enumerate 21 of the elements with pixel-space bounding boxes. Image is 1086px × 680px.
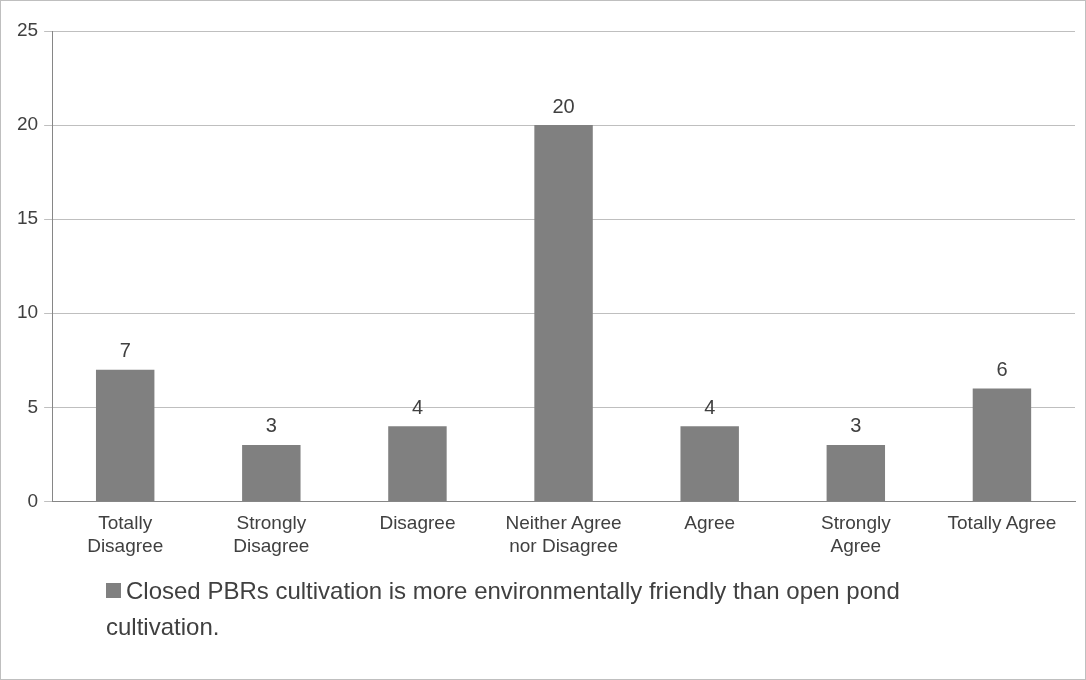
data-label: 4 bbox=[411, 395, 424, 418]
y-tick-label: 25 bbox=[16, 19, 39, 41]
y-tick-label: 10 bbox=[16, 301, 39, 323]
y-tick-label: 0 bbox=[27, 489, 39, 511]
data-label: 7 bbox=[119, 339, 131, 362]
x-tick-label: Totally Disagree bbox=[87, 512, 164, 556]
data-label: 4 bbox=[704, 395, 716, 418]
x-tick-label: Totally Agree bbox=[947, 512, 1057, 534]
x-tick-label: Disagree bbox=[379, 512, 456, 534]
data-label: 6 bbox=[996, 358, 1008, 381]
legend-label: Closed PBRs cultivation is more environmentally friendly than open pond cultivation. bbox=[106, 576, 901, 642]
y-tick-label: 15 bbox=[16, 207, 39, 229]
x-tick-label: Strongly Agree bbox=[820, 512, 892, 556]
x-tick-label: Strongly Disagree bbox=[233, 512, 310, 556]
data-label: 3 bbox=[850, 414, 862, 437]
data-label: 20 bbox=[552, 94, 575, 117]
x-tick-label: Agree bbox=[684, 512, 736, 534]
data-label: 3 bbox=[265, 414, 277, 437]
x-tick-label: Neither Agree nor Disagree bbox=[505, 512, 622, 556]
y-tick-label: 20 bbox=[16, 113, 39, 135]
y-tick-label: 5 bbox=[27, 395, 39, 417]
